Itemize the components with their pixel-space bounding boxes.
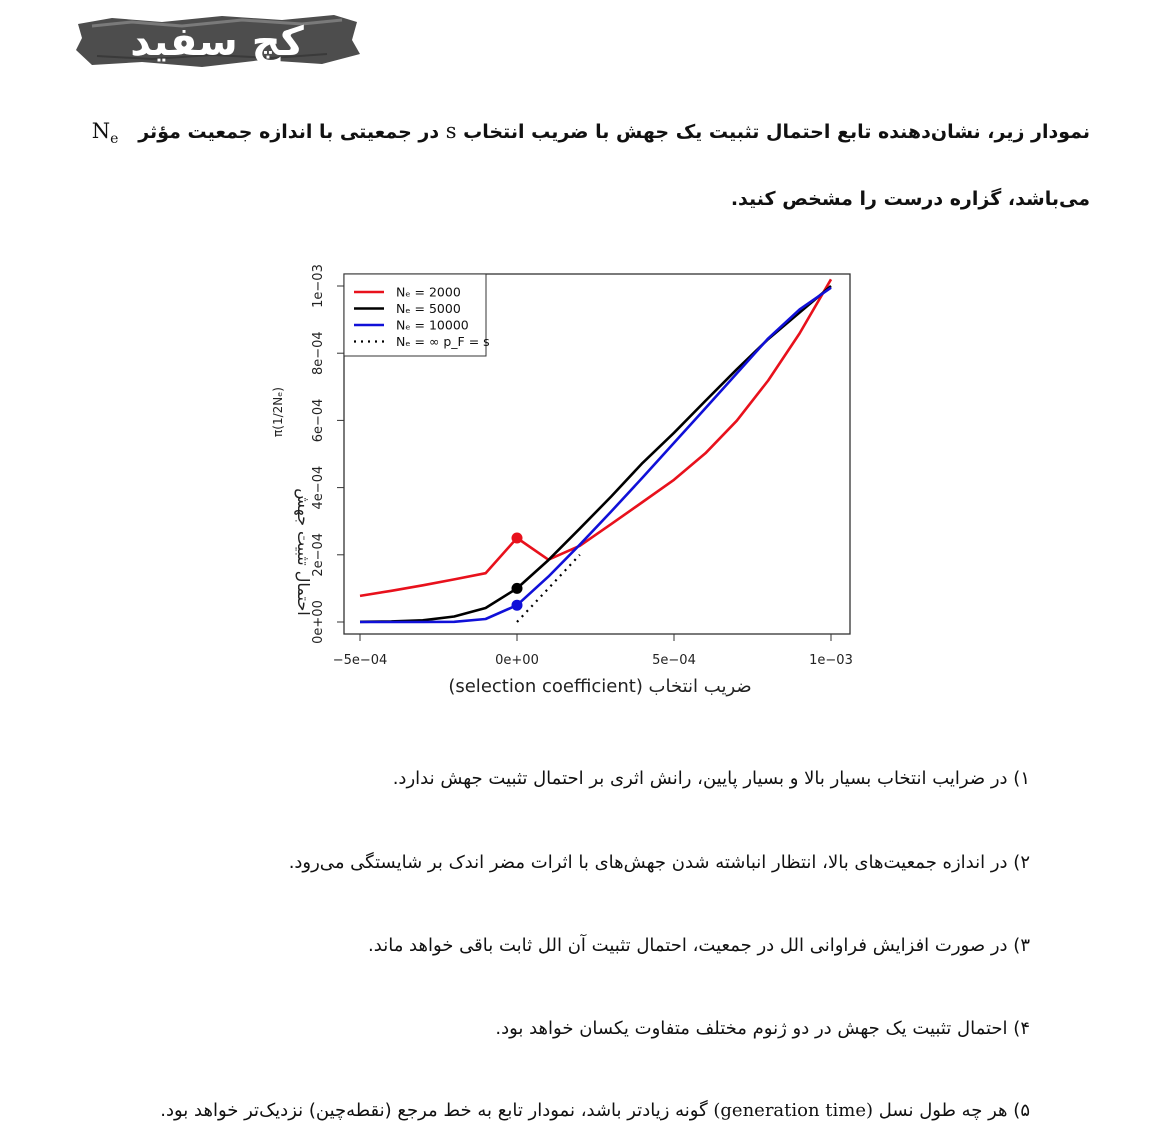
y-tick-label: 8e−04: [311, 331, 326, 375]
answer-option-2[interactable]: ۲) در اندازه جمعیت‌های بالا، انتظار انبا…: [288, 852, 1030, 873]
series-marker-1: [511, 582, 523, 594]
y-tick-label: 6e−04: [311, 399, 326, 443]
x-tick-label: 0e+00: [495, 653, 539, 668]
question-text-line1: نمودار زیر، نشان‌دهنده تابع احتمال تثبیت…: [91, 119, 1090, 147]
series-marker-2: [511, 599, 523, 611]
svg-text:کچ سفید: کچ سفید: [130, 19, 304, 65]
legend-label: Nₑ = 10000: [396, 318, 469, 333]
fixation-probability-chart: 0e+00 2e−04 4e−04 6e−04 8e−04 1e−03 −5e−04 0e+…: [271, 264, 853, 697]
legend-label: Nₑ = ∞ p_F = s: [396, 334, 490, 349]
brand-logo: کچ سفید: [76, 15, 360, 67]
y-axis-label-formula: π(1/2Nₑ): [271, 387, 285, 437]
x-tick-label: 1e−03: [809, 653, 853, 668]
series-line-3: [516, 554, 581, 623]
y-tick-label: 0e+00: [311, 600, 326, 644]
y-axis-label: احتمال تثبیت جهش: [293, 488, 313, 615]
y-tick-label: 2e−04: [311, 533, 326, 577]
answer-option-1[interactable]: ۱) در ضرایب انتخاب بسیار بالا و بسیار پا…: [392, 768, 1030, 789]
answer-option-3[interactable]: ۳) در صورت افزایش فراوانی الل در جمعیت، …: [368, 935, 1030, 956]
answer-option-5[interactable]: ۵) هر چه طول نسل (generation time) گونه …: [160, 1100, 1030, 1121]
y-tick-label: 4e−04: [311, 466, 326, 510]
question-text-line2: می‌باشد، گزاره درست را مشخص کنید.: [730, 188, 1090, 210]
series-line-2: [360, 286, 832, 624]
series-line-0: [359, 278, 833, 598]
legend-box: [343, 273, 487, 357]
x-tick-label: −5e−04: [333, 653, 388, 668]
plot-frame: [343, 273, 851, 635]
series-marker-0: [511, 532, 523, 544]
y-tick-label: 1e−03: [311, 264, 326, 308]
x-tick-label: 5e−04: [652, 653, 696, 668]
legend-label: Nₑ = 5000: [396, 301, 461, 316]
legend-label: Nₑ = 2000: [396, 285, 461, 300]
x-axis-label: ضریب انتخاب (selection coefficient): [448, 676, 751, 697]
answer-option-4[interactable]: ۴) احتمال تثبیت یک جهش در دو ژنوم مختلف …: [495, 1018, 1030, 1039]
